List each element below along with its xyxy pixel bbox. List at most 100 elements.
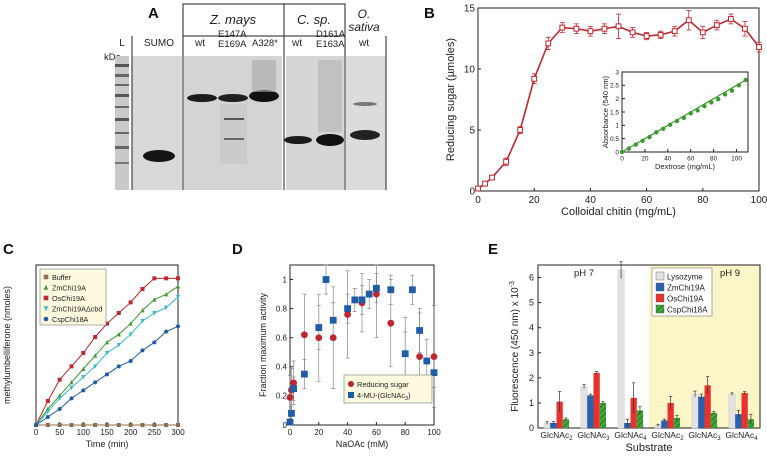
data-point	[69, 379, 74, 385]
data-point	[81, 366, 86, 371]
inset-data-point	[667, 122, 673, 128]
inset-data-point	[729, 88, 735, 93]
inset-data-point	[736, 83, 742, 88]
data-point	[105, 321, 109, 326]
csp-header-box	[283, 3, 346, 37]
data-point	[671, 28, 678, 35]
bar	[741, 392, 748, 428]
data-point	[365, 290, 373, 298]
bar	[562, 419, 570, 428]
data-point	[176, 276, 180, 281]
data-point	[373, 290, 380, 298]
legend-marker	[43, 284, 49, 290]
bar	[556, 401, 563, 428]
legend-marker	[43, 274, 49, 280]
bar	[550, 422, 557, 428]
data-point	[69, 423, 74, 427]
data-point	[176, 283, 180, 289]
data-point	[713, 22, 720, 28]
gel-band-os-wt	[350, 130, 380, 140]
gel-band-minor	[353, 102, 377, 106]
x-tick-label: 100	[77, 428, 91, 437]
data-point	[105, 372, 109, 377]
data-point	[489, 174, 495, 181]
data-point	[69, 396, 74, 401]
data-point	[140, 319, 145, 324]
data-point	[290, 385, 297, 393]
data-point	[176, 324, 180, 329]
x-tick-label: 40	[585, 195, 597, 206]
data-point	[69, 364, 74, 369]
zmays-header: Z. mays	[209, 12, 257, 27]
inset-data-point	[633, 142, 638, 147]
bar	[580, 386, 588, 429]
bar	[617, 269, 625, 429]
y-tick-label: 0	[469, 187, 475, 198]
bar	[691, 393, 699, 429]
data-point	[387, 319, 395, 327]
y-tick-label: 1	[615, 123, 619, 130]
data-point	[57, 377, 62, 382]
data-point	[329, 316, 337, 324]
data-point	[423, 357, 431, 365]
group-label: GlcNAc2	[540, 430, 573, 442]
bar	[636, 410, 644, 428]
inset-data-point	[722, 92, 728, 97]
y-tick-label: 3	[529, 348, 534, 358]
data-point	[387, 286, 395, 294]
gel-strip-1	[132, 56, 182, 190]
inset-data-point	[695, 108, 700, 113]
lane-label-ladder: L	[119, 38, 125, 49]
data-point	[587, 28, 594, 35]
data-point	[93, 335, 98, 339]
x-tick-label: 150	[100, 428, 114, 437]
inset-data-point	[674, 118, 680, 124]
bar	[710, 412, 718, 428]
data-point	[93, 380, 98, 385]
legend-label: Reducing sugar	[357, 380, 409, 389]
gel-band-csp-mutant	[316, 134, 344, 146]
data-point	[629, 29, 636, 36]
data-point	[358, 296, 366, 304]
data-point	[475, 185, 481, 192]
data-point	[164, 276, 169, 281]
y-tick-label: 0	[283, 421, 288, 430]
data-point	[140, 423, 145, 427]
legend-marker	[43, 306, 49, 312]
legend-label: ZmChi19AΔcbd	[52, 304, 102, 313]
x-tick-label: 40	[664, 156, 672, 163]
legend-label: CspChi18A	[52, 315, 89, 324]
x-tick-label: 100	[731, 156, 742, 163]
y-tick-label: 2	[615, 96, 619, 103]
data-point	[81, 423, 86, 427]
data-point	[81, 388, 86, 393]
data-point	[105, 423, 109, 427]
legend-label: 4-MU-(GlcNAc3)	[357, 391, 411, 402]
x-tick-label: 50	[55, 428, 64, 437]
data-point	[105, 351, 109, 356]
data-point	[401, 350, 409, 358]
legend-marker	[43, 316, 49, 322]
x-tick-label: 20	[314, 428, 323, 437]
data-point	[531, 75, 538, 82]
gel-band-minor	[224, 118, 244, 120]
data-point	[140, 348, 145, 353]
y-tick-label: 5	[469, 126, 475, 137]
data-point	[152, 276, 157, 281]
x-tick-label: 0	[288, 428, 293, 437]
bar	[698, 396, 705, 428]
legend: Lysozyme ZmChi19A OsChi19A CspChi18A	[651, 267, 713, 317]
y-tick-label: 0	[615, 149, 619, 156]
data-point	[116, 331, 121, 337]
legend-marker	[348, 392, 354, 398]
data-point	[93, 423, 98, 427]
legend-box	[39, 268, 107, 326]
data-point	[699, 29, 706, 36]
x-tick-label: 0	[34, 428, 39, 437]
legend-swatch	[655, 271, 665, 281]
y-tick-label: 2	[529, 373, 534, 383]
y-axis-label: Absorbance (540 nm)	[601, 75, 610, 148]
y-tick-label: 0.6	[276, 334, 288, 343]
data-point	[416, 353, 423, 361]
data-point	[430, 369, 438, 377]
